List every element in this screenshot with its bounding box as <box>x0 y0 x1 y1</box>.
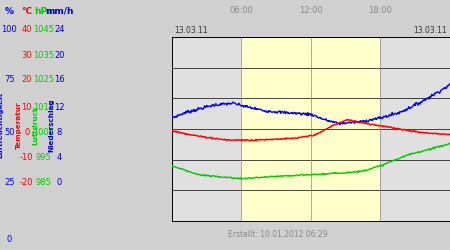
Text: 24: 24 <box>54 26 64 35</box>
Text: Erstellt: 10.01.2012 06:29: Erstellt: 10.01.2012 06:29 <box>228 230 328 238</box>
Text: Niederschlag: Niederschlag <box>49 98 54 152</box>
Text: 50: 50 <box>4 128 15 137</box>
Text: 06:00: 06:00 <box>230 6 253 15</box>
Text: 25: 25 <box>4 178 15 187</box>
Text: hPa: hPa <box>34 7 54 16</box>
Text: 12: 12 <box>54 103 64 112</box>
Text: -10: -10 <box>20 153 33 162</box>
Text: 4: 4 <box>57 153 62 162</box>
Text: °C: °C <box>21 7 32 16</box>
Text: 13.03.11: 13.03.11 <box>175 26 208 35</box>
Text: 75: 75 <box>4 76 15 84</box>
Text: 100: 100 <box>2 26 18 35</box>
Text: Luftfeuchtigkeit: Luftfeuchtigkeit <box>0 92 4 158</box>
Text: 8: 8 <box>57 128 62 137</box>
Text: -20: -20 <box>20 178 33 187</box>
Text: 40: 40 <box>22 26 32 35</box>
Text: 18:00: 18:00 <box>369 6 392 15</box>
Text: 13.03.11: 13.03.11 <box>414 26 447 35</box>
Text: %: % <box>5 7 14 16</box>
Text: 20: 20 <box>22 76 32 84</box>
Text: 1005: 1005 <box>33 128 54 137</box>
Text: 10: 10 <box>22 103 32 112</box>
Text: Temperatur: Temperatur <box>16 101 22 149</box>
Text: 20: 20 <box>54 50 64 59</box>
Bar <box>241 37 381 221</box>
Text: 12:00: 12:00 <box>299 6 323 15</box>
Text: 30: 30 <box>21 50 32 59</box>
Text: mm/h: mm/h <box>45 7 73 16</box>
Text: 16: 16 <box>54 76 65 84</box>
Text: 1035: 1035 <box>33 50 54 59</box>
Text: 0: 0 <box>7 236 12 244</box>
Text: 1015: 1015 <box>33 103 54 112</box>
Text: 995: 995 <box>36 153 52 162</box>
Text: 0: 0 <box>24 128 29 137</box>
Text: 1025: 1025 <box>33 76 54 84</box>
Text: 1045: 1045 <box>33 26 54 35</box>
Text: 0: 0 <box>57 178 62 187</box>
Text: Luftdruck: Luftdruck <box>32 105 38 145</box>
Text: 985: 985 <box>36 178 52 187</box>
